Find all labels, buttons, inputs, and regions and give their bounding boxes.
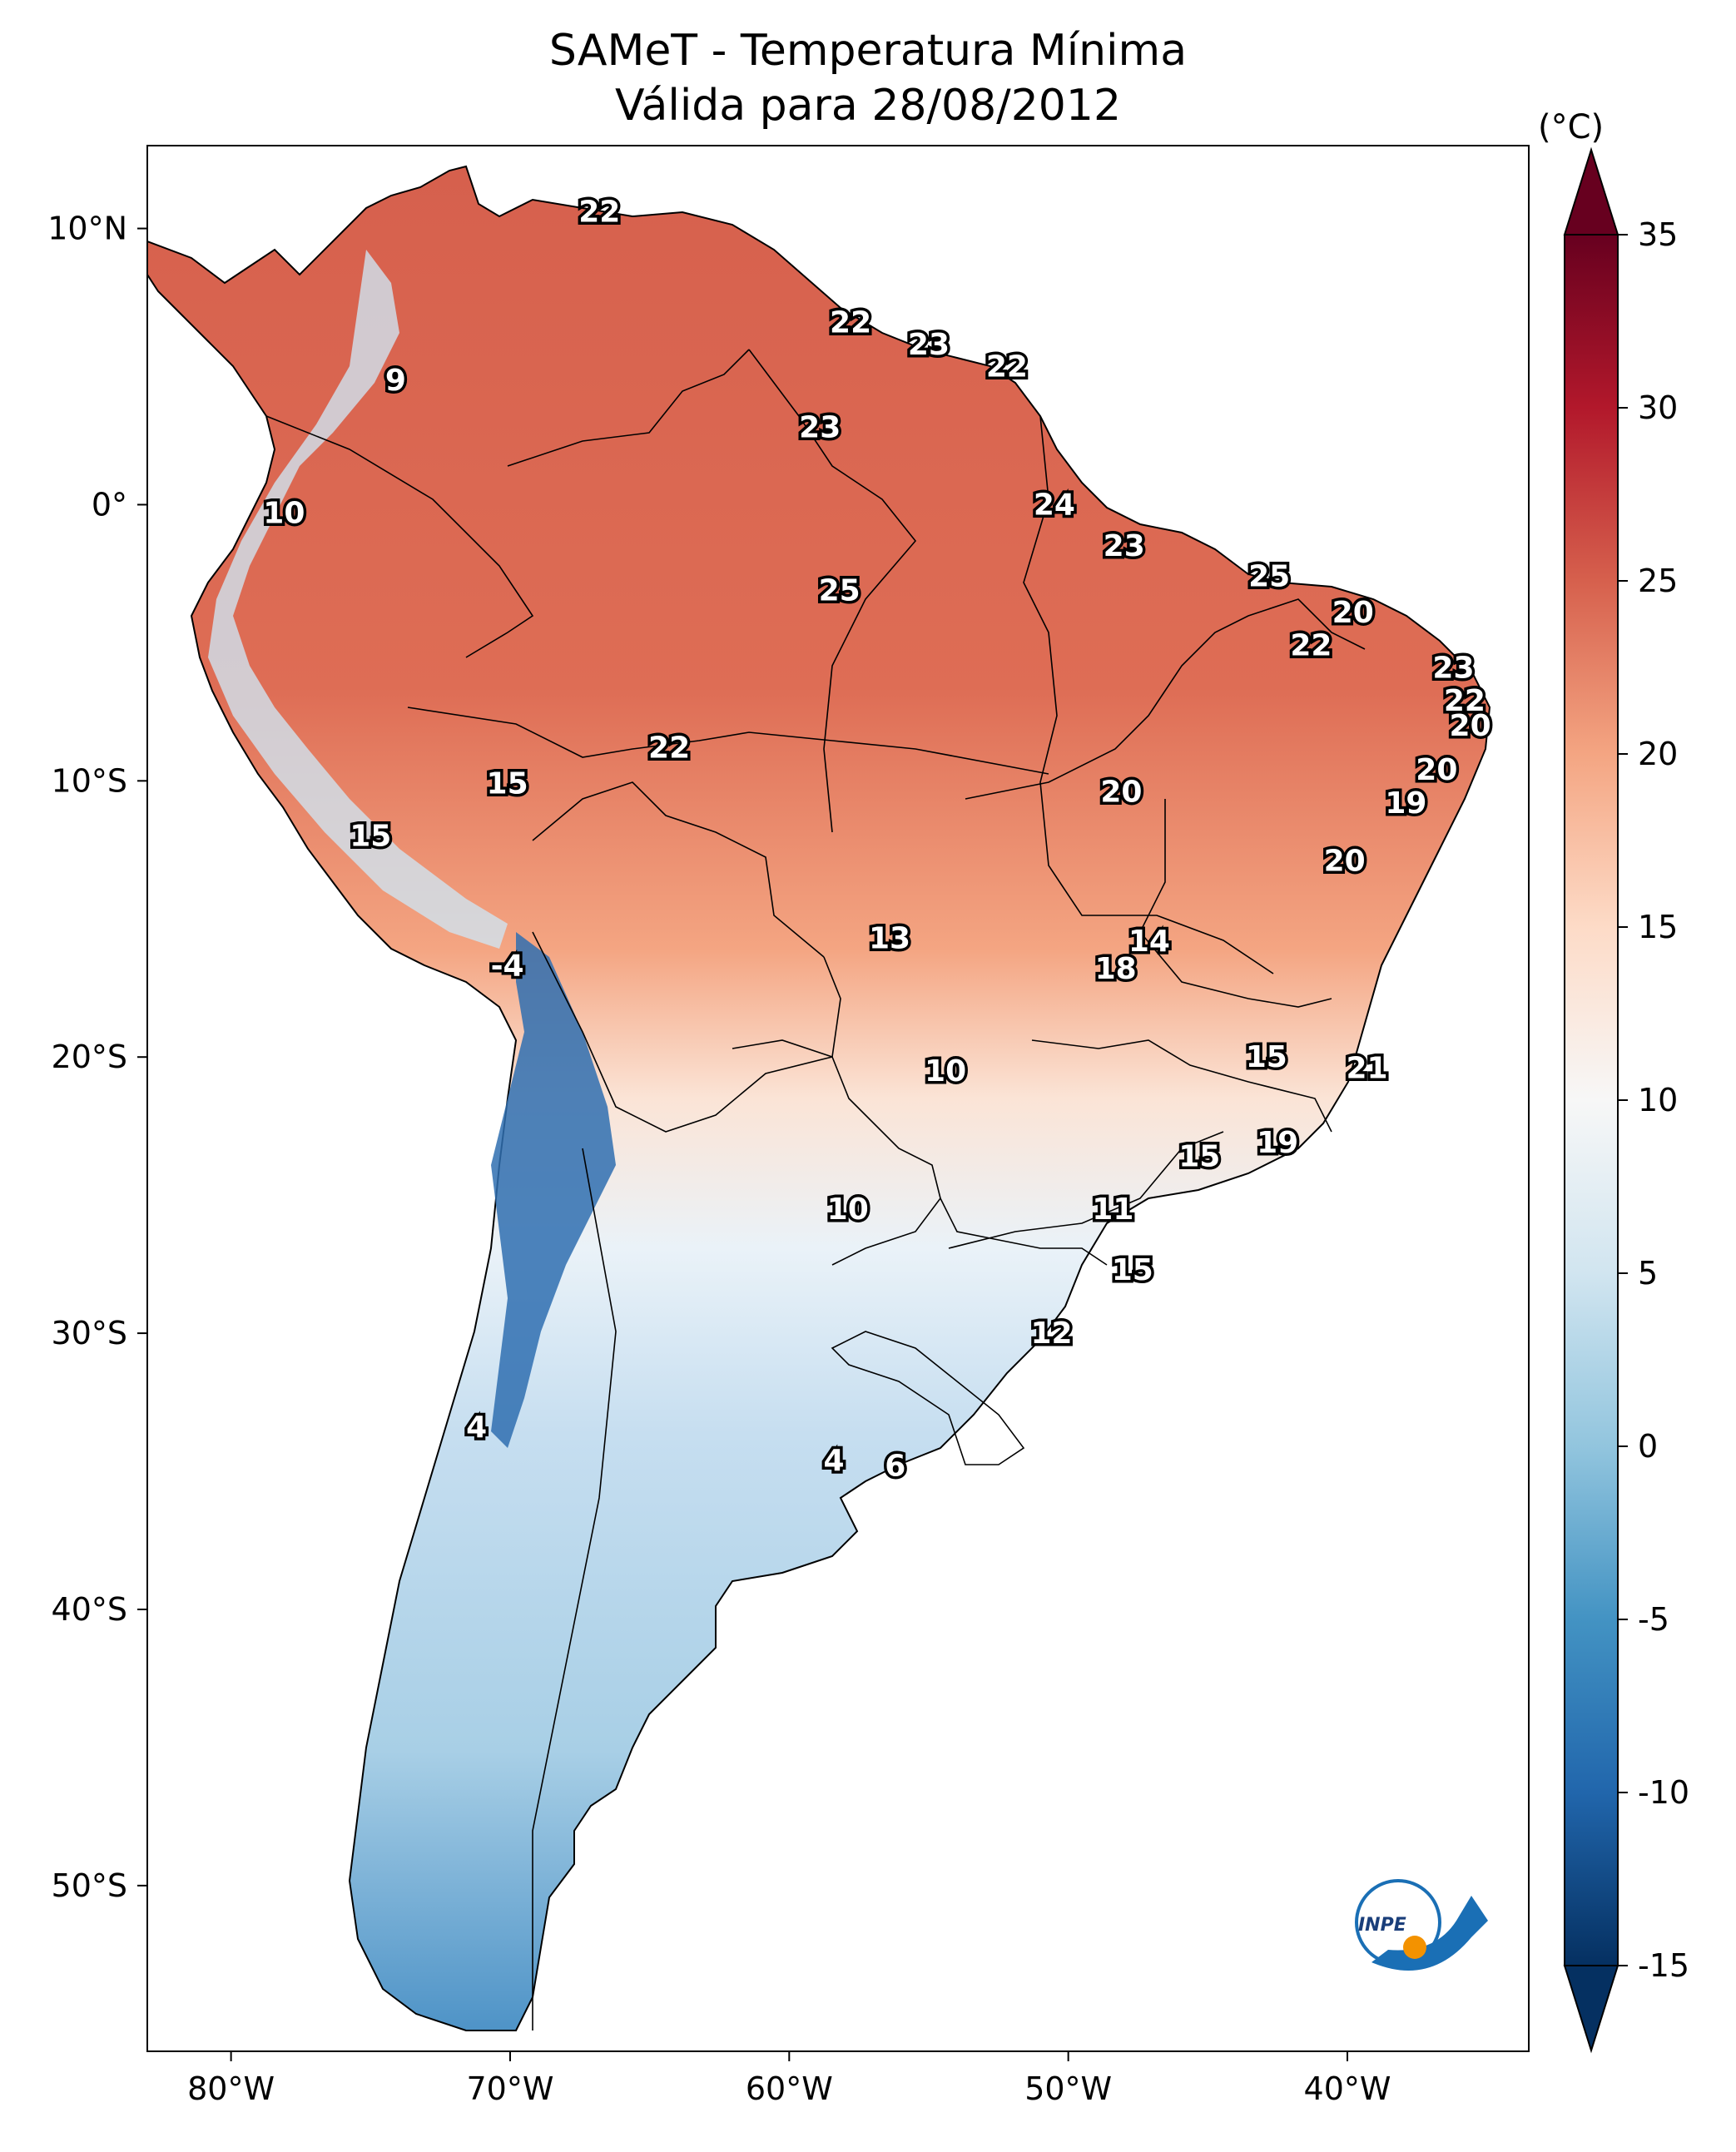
temperature-label: 25 (819, 573, 861, 607)
lat-tick-label: 10°N (47, 211, 127, 247)
lon-tick-label: 80°W (187, 2070, 275, 2107)
title-line-2: Válida para 28/08/2012 (614, 81, 1122, 131)
temperature-label: 14 (1128, 925, 1170, 959)
temperature-label: 6 (885, 1449, 905, 1483)
colorbar-tick-label: -10 (1638, 1774, 1689, 1811)
temperature-label: 22 (1444, 684, 1486, 718)
colorbar-tick-label: -5 (1638, 1601, 1669, 1638)
temperature-label: 15 (1112, 1253, 1153, 1287)
temperature-label: 23 (799, 411, 841, 445)
lat-tick-label: 40°S (52, 1591, 127, 1628)
colorbar-unit: (°C) (1538, 108, 1605, 146)
temperature-label: 18 (1095, 952, 1137, 986)
temperature-label: 12 (1030, 1316, 1072, 1351)
logo-text: INPE (1358, 1915, 1406, 1936)
temperature-label: 20 (1450, 709, 1491, 743)
temperature-label: 23 (908, 328, 950, 362)
colorbar-tick-label: -15 (1638, 1947, 1689, 1984)
lon-tick-label: 40°W (1304, 2070, 1391, 2107)
colorbar-tick-label: 30 (1638, 389, 1678, 426)
temperature-label: 20 (1324, 845, 1366, 879)
temperature-label: 11 (1092, 1193, 1133, 1227)
colorbar-bar (1564, 234, 1619, 1966)
lat-tick-label: 10°S (52, 762, 127, 799)
temperature-label: 25 (1248, 560, 1290, 594)
country-borders (265, 349, 1366, 2031)
lon-tick-label: 60°W (746, 2070, 833, 2107)
latitude-axis: 10°N 0° 10°S 20°S 30°S 40°S 50°S (47, 211, 147, 1904)
lat-tick-label: 30°S (52, 1315, 127, 1351)
temperature-label: 15 (350, 820, 391, 854)
temperature-label: 13 (869, 922, 910, 956)
inpe-logo: INPE (1355, 1879, 1488, 1971)
temperature-label: 23 (1104, 529, 1145, 563)
map-frame (146, 145, 1530, 2052)
temperature-label: 4 (823, 1444, 844, 1478)
map-title: SAMeT - Temperatura Mínima Válida para 2… (0, 23, 1736, 133)
colorbar-tick-label: 5 (1638, 1255, 1658, 1292)
temperature-label: 23 (1432, 651, 1474, 685)
temperature-label: 4 (466, 1411, 487, 1445)
colorbar-max-arrow (1563, 146, 1619, 236)
temperature-label: 22 (986, 350, 1028, 384)
temperature-label: 15 (1246, 1040, 1287, 1074)
longitude-axis: 80°W 70°W 60°W 50°W 40°W (187, 2051, 1391, 2107)
temperature-label: 22 (1290, 629, 1332, 663)
temperature-label: 22 (648, 731, 690, 766)
lat-tick-label: 50°S (52, 1867, 127, 1904)
andes-north-cool-band (208, 250, 508, 949)
temperature-label: 20 (1100, 776, 1142, 810)
colorbar-min-arrow (1563, 1965, 1619, 2054)
colorbar-tick-label: 10 (1638, 1082, 1678, 1118)
colorbar-tick-label: 35 (1638, 216, 1678, 253)
temperature-label: 21 (1346, 1051, 1387, 1085)
temperature-label: 19 (1257, 1126, 1298, 1160)
colorbar-tick-label: 25 (1638, 563, 1678, 599)
temperature-label: 9 (385, 364, 406, 398)
lat-tick-label: 20°S (52, 1039, 127, 1075)
colorbar-ticks: 35 30 25 20 15 10 5 0 -5 -10 -15 (1618, 216, 1689, 1984)
temperature-label: 22 (578, 196, 620, 230)
south-america-land (147, 165, 1491, 2031)
lon-tick-label: 70°W (466, 2070, 553, 2107)
logo-arrow (1371, 1896, 1488, 1971)
temperature-label: 10 (263, 496, 305, 530)
colorbar-tick-label: 0 (1638, 1428, 1658, 1465)
lat-tick-label: 0° (92, 486, 127, 523)
temperature-label: 24 (1034, 488, 1075, 522)
temperature-label: 20 (1332, 596, 1374, 630)
andes-cold-band (491, 932, 616, 1448)
temperature-label: -4 (491, 950, 524, 984)
colorbar: 35 30 25 20 15 10 5 0 -5 -10 -15 (1563, 146, 1689, 2054)
temperature-label: 15 (487, 767, 528, 801)
colorbar-tick-label: 20 (1638, 736, 1678, 772)
lon-tick-label: 50°W (1024, 2070, 1112, 2107)
temperature-label: 10 (827, 1193, 869, 1227)
temperature-label: 10 (925, 1054, 966, 1088)
temperature-label: 19 (1385, 786, 1426, 821)
logo-dot (1403, 1936, 1426, 1959)
colorbar-tick-label: 15 (1638, 909, 1678, 945)
land-layer (147, 165, 1491, 2031)
temperature-label: 22 (830, 305, 871, 340)
temperature-label: 20 (1416, 753, 1457, 787)
title-line-1: SAMeT - Temperatura Mínima (548, 26, 1188, 76)
temperature-label: 15 (1178, 1140, 1220, 1174)
